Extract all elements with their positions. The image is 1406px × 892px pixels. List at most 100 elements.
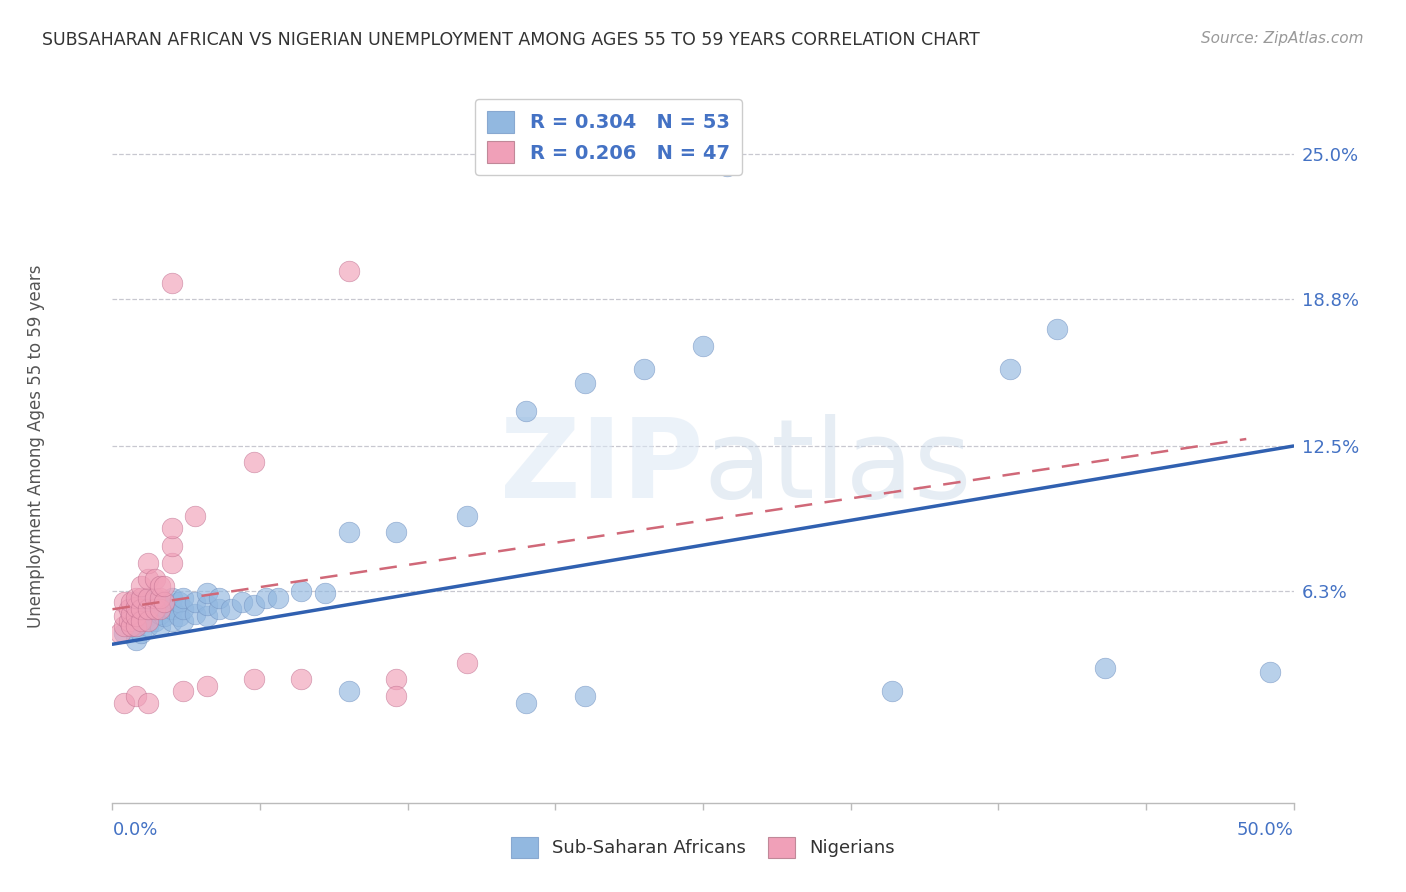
Point xyxy=(172,684,194,698)
Point xyxy=(998,362,1021,376)
Point xyxy=(125,618,148,632)
Point xyxy=(143,602,166,616)
Point xyxy=(125,595,148,609)
Point xyxy=(129,602,152,616)
Point xyxy=(129,614,152,628)
Point xyxy=(136,599,159,614)
Point xyxy=(160,602,183,616)
Point xyxy=(456,508,478,523)
Point xyxy=(160,591,183,605)
Text: 0.0%: 0.0% xyxy=(112,822,157,839)
Text: atlas: atlas xyxy=(703,414,972,521)
Point xyxy=(108,625,131,640)
Point xyxy=(112,696,135,710)
Point xyxy=(125,632,148,647)
Point xyxy=(574,689,596,703)
Point xyxy=(129,625,152,640)
Point xyxy=(120,609,142,624)
Point xyxy=(172,614,194,628)
Point xyxy=(337,525,360,540)
Point xyxy=(112,609,135,624)
Point xyxy=(1258,665,1281,680)
Point xyxy=(125,618,148,632)
Point xyxy=(160,614,183,628)
Point xyxy=(136,556,159,570)
Point xyxy=(456,656,478,670)
Text: Source: ZipAtlas.com: Source: ZipAtlas.com xyxy=(1201,31,1364,46)
Point xyxy=(136,591,159,605)
Point xyxy=(112,625,135,640)
Text: 50.0%: 50.0% xyxy=(1237,822,1294,839)
Point xyxy=(337,264,360,278)
Point xyxy=(136,614,159,628)
Point xyxy=(167,609,190,624)
Point xyxy=(184,595,207,609)
Point xyxy=(160,521,183,535)
Point xyxy=(515,696,537,710)
Point xyxy=(160,539,183,553)
Point xyxy=(716,159,738,173)
Point xyxy=(880,684,903,698)
Point xyxy=(184,607,207,621)
Point xyxy=(149,579,172,593)
Point xyxy=(184,508,207,523)
Point xyxy=(149,591,172,605)
Point xyxy=(314,586,336,600)
Point xyxy=(112,618,135,632)
Point xyxy=(195,679,218,693)
Point xyxy=(385,689,408,703)
Point xyxy=(267,591,290,605)
Point xyxy=(129,602,152,616)
Point xyxy=(153,599,176,614)
Point xyxy=(243,455,266,469)
Point xyxy=(160,556,183,570)
Point xyxy=(149,602,172,616)
Text: ZIP: ZIP xyxy=(499,414,703,521)
Point xyxy=(118,614,141,628)
Point xyxy=(195,598,218,612)
Point xyxy=(195,586,218,600)
Point xyxy=(337,684,360,698)
Point xyxy=(153,595,176,609)
Point xyxy=(129,591,152,605)
Point xyxy=(385,525,408,540)
Point xyxy=(136,618,159,632)
Point xyxy=(136,602,159,616)
Point xyxy=(136,696,159,710)
Point xyxy=(231,595,253,609)
Point xyxy=(243,598,266,612)
Point xyxy=(195,609,218,624)
Point xyxy=(172,602,194,616)
Point xyxy=(153,579,176,593)
Point xyxy=(120,618,142,632)
Point xyxy=(692,339,714,353)
Point xyxy=(129,579,152,593)
Point xyxy=(172,591,194,605)
Point xyxy=(149,618,172,632)
Point xyxy=(290,672,312,686)
Point xyxy=(574,376,596,390)
Point xyxy=(254,591,277,605)
Point xyxy=(125,591,148,605)
Point xyxy=(136,572,159,586)
Point xyxy=(118,602,141,616)
Point xyxy=(385,672,408,686)
Point xyxy=(120,607,142,621)
Point xyxy=(143,614,166,628)
Point xyxy=(153,609,176,624)
Point xyxy=(243,672,266,686)
Point xyxy=(633,362,655,376)
Text: SUBSAHARAN AFRICAN VS NIGERIAN UNEMPLOYMENT AMONG AGES 55 TO 59 YEARS CORRELATIO: SUBSAHARAN AFRICAN VS NIGERIAN UNEMPLOYM… xyxy=(42,31,980,49)
Point xyxy=(1046,322,1069,336)
Point xyxy=(143,572,166,586)
Point xyxy=(125,607,148,621)
Point xyxy=(125,599,148,614)
Point xyxy=(112,595,135,609)
Point xyxy=(120,595,142,609)
Point xyxy=(515,404,537,418)
Point xyxy=(136,591,159,605)
Point xyxy=(208,591,231,605)
Point xyxy=(149,595,172,609)
Text: Unemployment Among Ages 55 to 59 years: Unemployment Among Ages 55 to 59 years xyxy=(27,264,45,628)
Point xyxy=(160,276,183,290)
